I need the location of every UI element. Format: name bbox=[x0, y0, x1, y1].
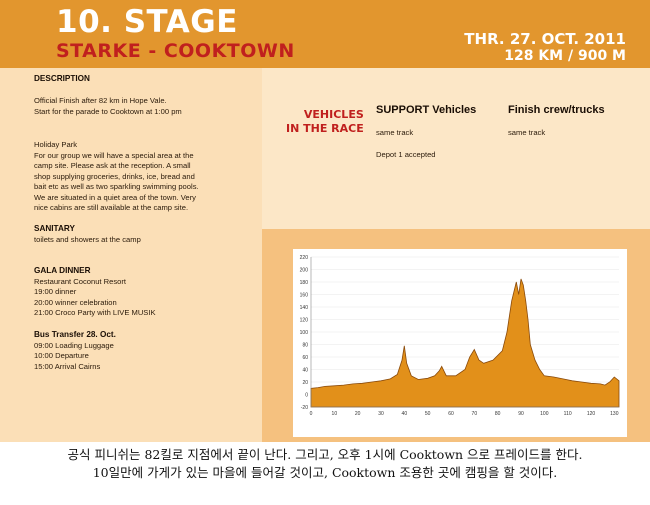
y-tick-label: 160 bbox=[300, 293, 309, 299]
gala-line: 20:00 winner celebration bbox=[34, 297, 117, 307]
vehicles-label: VEHICLES IN THE RACE bbox=[286, 108, 364, 136]
x-tick-label: 110 bbox=[564, 411, 572, 417]
stage-route: STARKE - COOKTOWN bbox=[56, 40, 295, 62]
y-tick-label: 220 bbox=[300, 255, 309, 261]
y-tick-label: 80 bbox=[302, 343, 308, 349]
gala-line: 19:00 dinner bbox=[34, 287, 77, 296]
sanitary-section: SANITARY toilets and showers at the camp bbox=[34, 224, 256, 245]
bus-section: Bus Transfer 28. Oct. 09:00 Loading Lugg… bbox=[34, 330, 256, 372]
description-line: Official Finish after 82 km in Hope Vale… bbox=[34, 96, 167, 105]
gala-section: GALA DINNER Restaurant Coconut Resort 19… bbox=[34, 266, 256, 319]
y-tick-label: 40 bbox=[302, 368, 308, 374]
y-tick-label: 140 bbox=[300, 305, 309, 311]
stage-date: THR. 27. OCT. 2011 bbox=[464, 30, 626, 48]
description-section: DESCRIPTION bbox=[34, 74, 256, 85]
holiday-park-text: Holiday Park For our group we will have … bbox=[34, 140, 256, 214]
support-vehicles-track: same track bbox=[376, 128, 414, 137]
gala-line: 21:00 Croco Party with LIVE MUSIK bbox=[34, 308, 156, 317]
holiday-line: For our group we will have a special are… bbox=[34, 150, 194, 160]
x-tick-label: 120 bbox=[587, 411, 596, 417]
bus-line: 15:00 Arrival Cairns bbox=[34, 361, 101, 371]
description-line: Start for the parade to Cooktown at 1:00… bbox=[34, 106, 182, 116]
x-tick-label: 10 bbox=[332, 411, 338, 417]
elevation-area bbox=[310, 278, 620, 408]
finish-crew-track: same track bbox=[508, 128, 546, 137]
x-tick-label: 90 bbox=[518, 411, 524, 417]
x-tick-label: 20 bbox=[355, 411, 361, 417]
holiday-line: shop supplying groceries, drinks, ice, b… bbox=[34, 171, 195, 181]
elevation-chart: -20 0 20 40 60 80 100 120 140 160 180 200 220 0 10 20 30… bbox=[293, 249, 627, 437]
vehicles-panel bbox=[262, 68, 650, 229]
y-tick-label: 120 bbox=[300, 318, 309, 324]
info-panel bbox=[0, 68, 262, 442]
description-heading: DESCRIPTION bbox=[34, 74, 90, 83]
y-tick-label: -20 bbox=[301, 405, 308, 411]
vehicles-label-line: IN THE RACE bbox=[286, 122, 364, 135]
x-tick-label: 80 bbox=[495, 411, 501, 417]
bus-line: 10:00 Departure bbox=[34, 351, 89, 360]
gala-heading: GALA DINNER bbox=[34, 266, 91, 275]
support-vehicles-depot: Depot 1 accepted bbox=[376, 150, 436, 159]
support-vehicles-heading: SUPPORT Vehicles bbox=[376, 104, 477, 116]
x-tick-label: 40 bbox=[402, 411, 408, 417]
holiday-line: nice cabins are still available at the c… bbox=[34, 203, 189, 212]
x-tick-label: 70 bbox=[472, 411, 478, 417]
x-tick-label: 100 bbox=[540, 411, 549, 417]
holiday-line: We are situated in a quiet area of the t… bbox=[34, 192, 196, 202]
y-tick-label: 60 bbox=[302, 355, 308, 361]
caption-line: 공식 피니쉬는 82킬로 지점에서 끝이 난다. 그리고, 오후 1시에 Coo… bbox=[67, 447, 583, 462]
bus-line: 09:00 Loading Luggage bbox=[34, 340, 114, 350]
x-tick-label: 50 bbox=[425, 411, 431, 417]
y-tick-label: 0 bbox=[305, 393, 308, 399]
holiday-line: bait etc as well as two sparkling swimmi… bbox=[34, 182, 199, 191]
y-tick-label: 180 bbox=[300, 280, 309, 286]
stage-title: 10. STAGE bbox=[56, 4, 238, 40]
stage-header: 10. STAGE STARKE - COOKTOWN THR. 27. OCT… bbox=[0, 0, 650, 68]
x-tick-label: 130 bbox=[610, 411, 619, 417]
korean-caption: 공식 피니쉬는 82킬로 지점에서 끝이 난다. 그리고, 오후 1시에 Coo… bbox=[0, 446, 650, 482]
description-text: Official Finish after 82 km in Hope Vale… bbox=[34, 96, 256, 117]
x-tick-label: 30 bbox=[378, 411, 384, 417]
holiday-line: Holiday Park bbox=[34, 140, 78, 149]
bus-heading: Bus Transfer 28. Oct. bbox=[34, 330, 116, 339]
y-tick-label: 100 bbox=[300, 330, 309, 336]
caption-line: 10일만에 가게가 있는 마을에 들어갈 것이고, Cooktown 조용한 곳… bbox=[92, 465, 558, 480]
y-tick-label: 20 bbox=[302, 380, 308, 386]
sanitary-heading: SANITARY bbox=[34, 224, 75, 233]
vehicles-label-line: VEHICLES bbox=[303, 108, 364, 121]
x-tick-label: 60 bbox=[448, 411, 454, 417]
finish-crew-heading: Finish crew/trucks bbox=[508, 104, 605, 116]
stage-distance: 128 KM / 900 M bbox=[504, 48, 626, 64]
holiday-line: camp site. Please ask at the reception. … bbox=[34, 161, 191, 170]
sanitary-text: toilets and showers at the camp bbox=[34, 234, 141, 244]
x-tick-label: 0 bbox=[310, 411, 313, 417]
y-tick-label: 200 bbox=[300, 268, 309, 274]
gala-line: Restaurant Coconut Resort bbox=[34, 276, 127, 286]
